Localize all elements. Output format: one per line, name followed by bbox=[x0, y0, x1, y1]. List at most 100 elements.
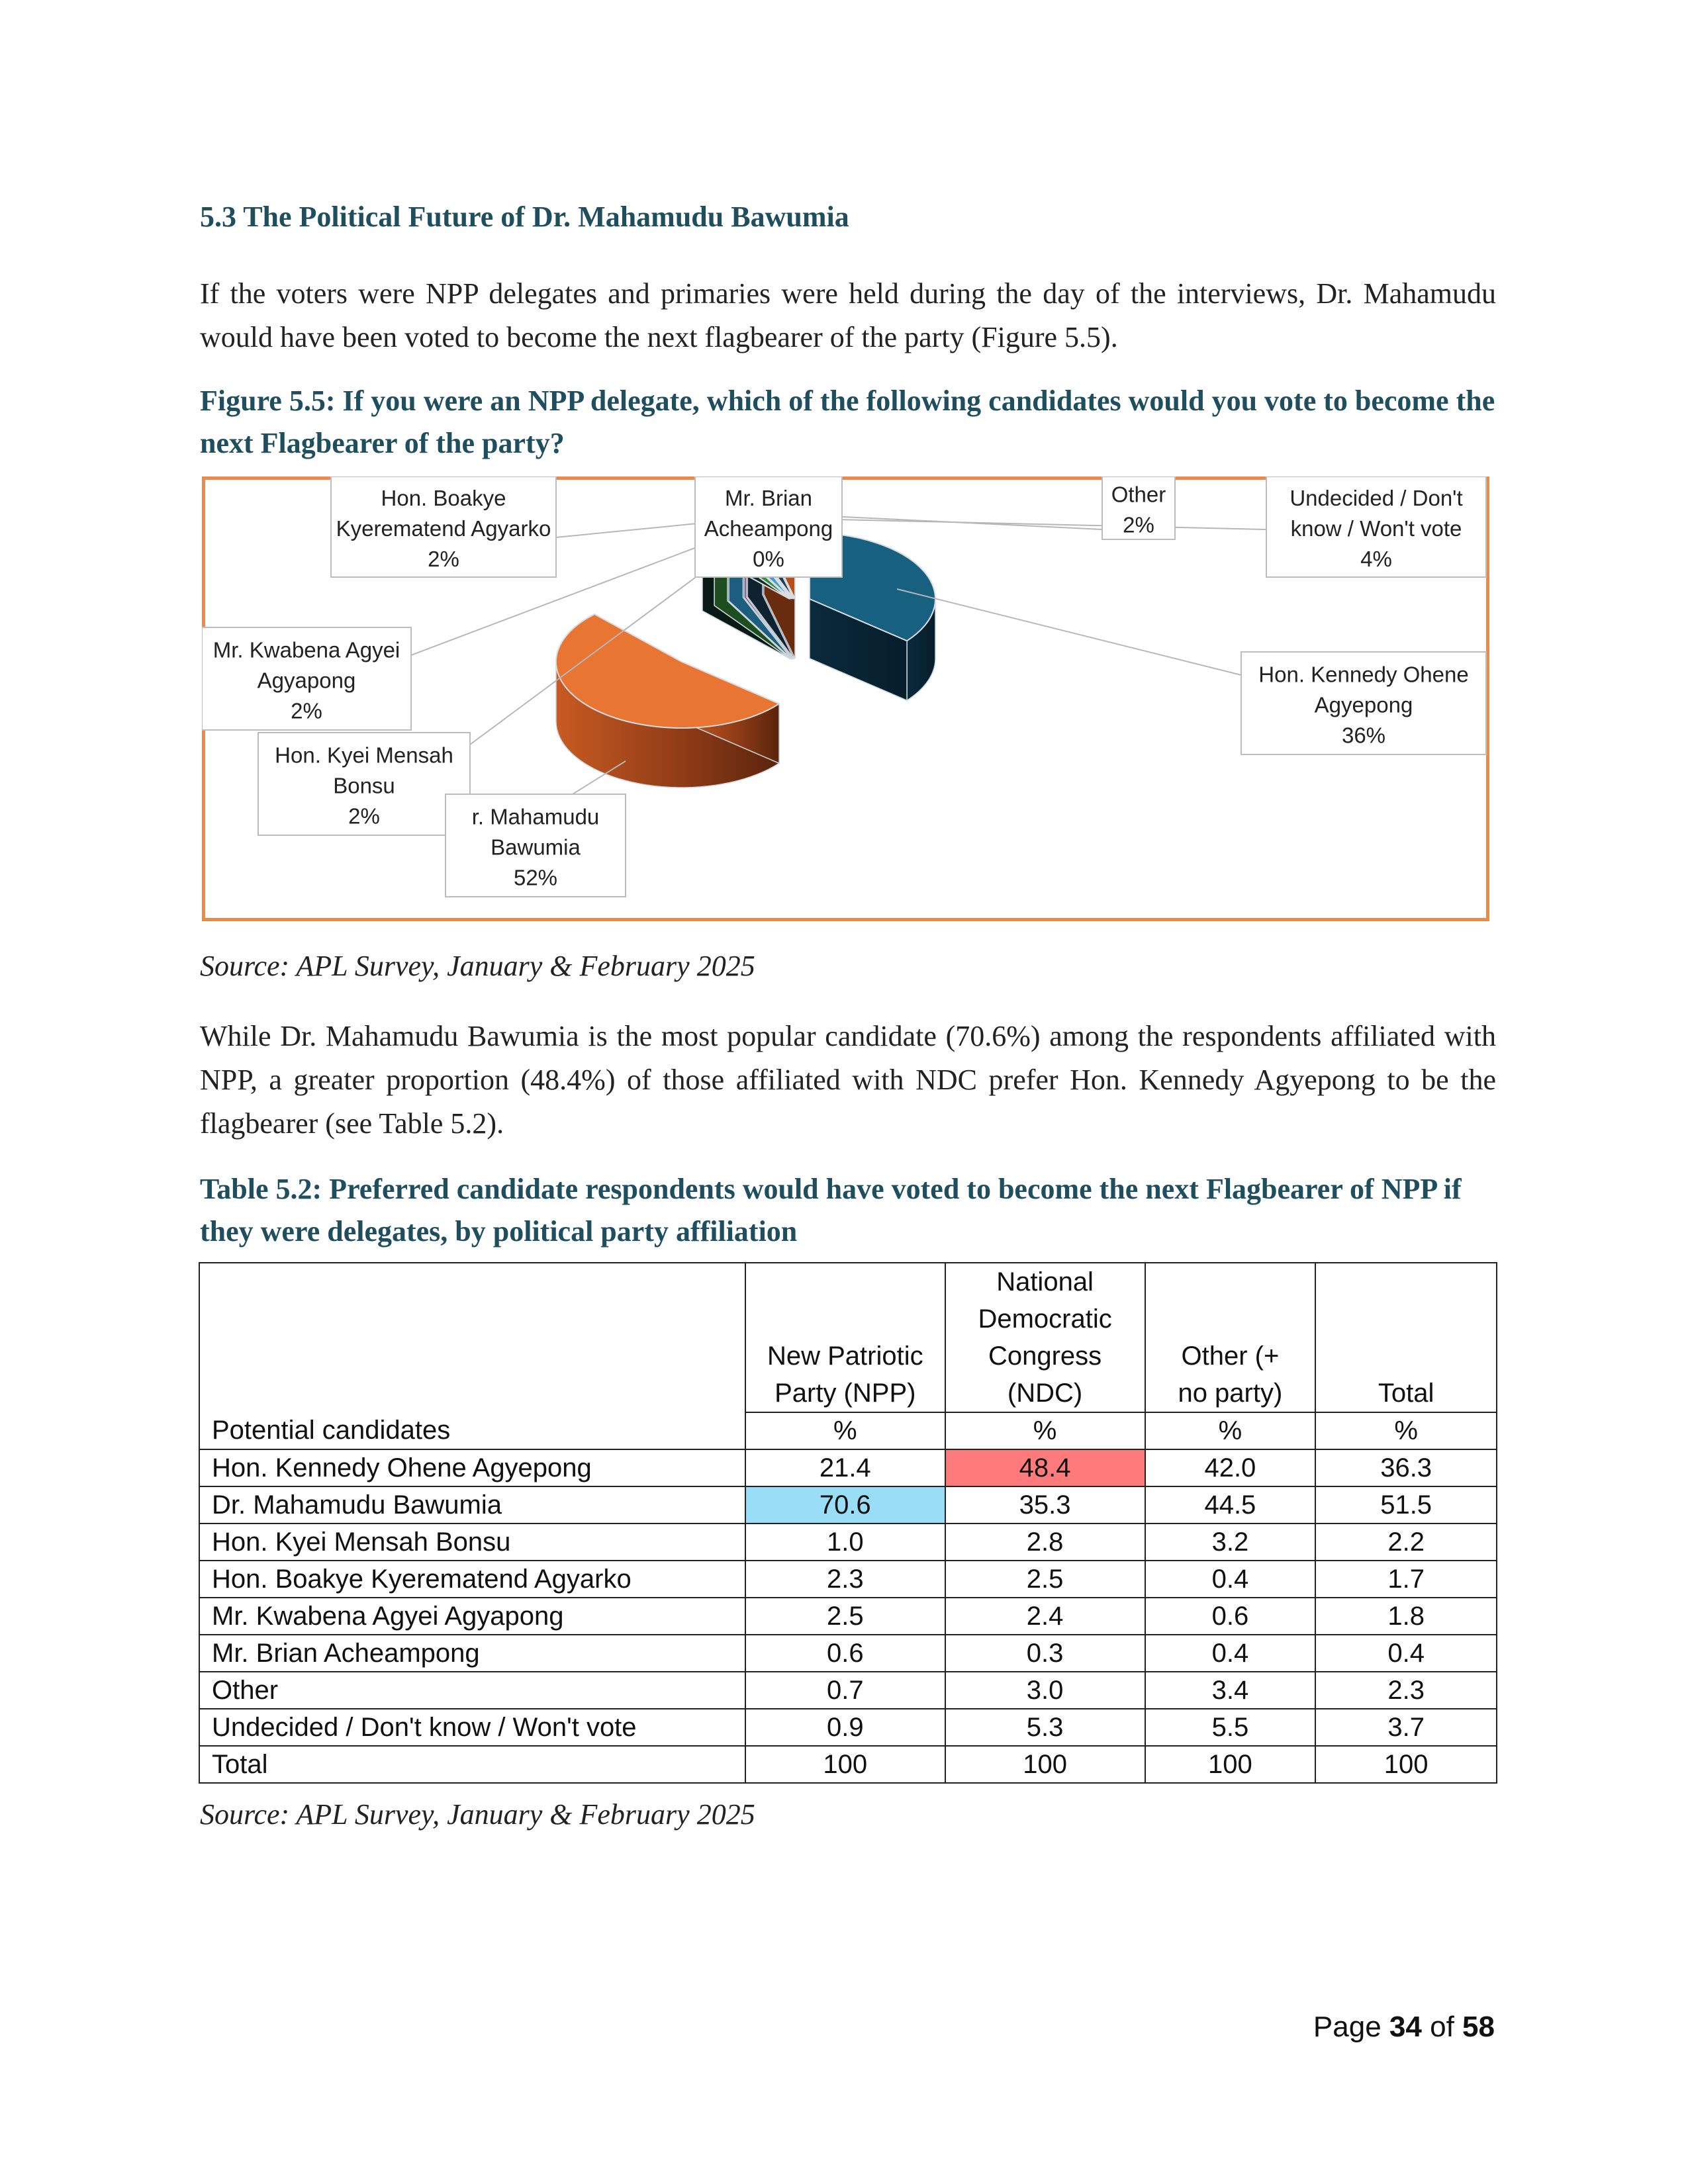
page-number: Page 34 of 58 bbox=[1313, 2011, 1495, 2044]
value-cell: 2.3 bbox=[744, 1560, 946, 1598]
candidate-name: Undecided / Don't know / Won't vote bbox=[199, 1708, 746, 1747]
slice-label-text: Undecided / Don't bbox=[1289, 486, 1462, 510]
value-cell: 3.7 bbox=[1315, 1708, 1497, 1747]
value-cell: 2.3 bbox=[1315, 1671, 1497, 1709]
value-cell: 0.4 bbox=[1144, 1634, 1317, 1672]
figure-caption: Figure 5.5: If you were an NPP delegate,… bbox=[200, 385, 1495, 459]
candidate-name: Other bbox=[199, 1671, 746, 1709]
slice-label-text: 2% bbox=[348, 804, 380, 829]
table-row: Other 0.7 3.0 3.4 2.3 bbox=[199, 1671, 1497, 1709]
table-row: Hon. Kyei Mensah Bonsu 1.0 2.8 3.2 2.2 bbox=[199, 1523, 1497, 1561]
leader-line bbox=[572, 760, 626, 795]
table-header-row: New Patriotic Party (NPP) National Democ… bbox=[199, 1262, 1497, 1413]
slice-label-text: 36% bbox=[1342, 723, 1385, 748]
header-npp: New Patriotic Party (NPP) bbox=[744, 1262, 946, 1413]
page-current: 34 bbox=[1389, 2011, 1422, 2043]
slice-label-text: Bonsu bbox=[333, 774, 395, 798]
candidate-name: Total bbox=[199, 1745, 746, 1784]
unit-cell: % bbox=[1315, 1412, 1497, 1450]
value-cell: 2.4 bbox=[944, 1597, 1146, 1635]
header-total-line: Total bbox=[1378, 1379, 1434, 1408]
header-total: Total bbox=[1315, 1262, 1497, 1413]
value-cell: 5.5 bbox=[1144, 1708, 1317, 1747]
header-ndc-line: (NDC) bbox=[1007, 1379, 1083, 1408]
label-other: Other 2% bbox=[1102, 477, 1176, 540]
slice-label-text: know / Won't vote bbox=[1291, 516, 1462, 541]
label-box bbox=[1266, 477, 1487, 578]
value-cell: 0.4 bbox=[1315, 1634, 1497, 1672]
value-cell: 0.4 bbox=[1144, 1560, 1317, 1598]
label-undecided: Undecided / Don't know / Won't vote 4% bbox=[1266, 477, 1487, 578]
header-other: Other (+ no party) bbox=[1144, 1262, 1317, 1413]
figure-source: Source: APL Survey, January & February 2… bbox=[200, 950, 755, 982]
value-cell: 1.0 bbox=[744, 1523, 946, 1561]
value-cell: 0.9 bbox=[744, 1708, 946, 1747]
slice-label-text: Kyerematend Agyarko bbox=[336, 516, 551, 541]
header-ndc: National Democratic Congress (NDC) bbox=[944, 1262, 1146, 1413]
label-boakye: Hon. Boakye Kyerematend Agyarko 2% bbox=[330, 477, 557, 578]
value-cell: 2.5 bbox=[744, 1597, 946, 1635]
label-kennedy: Hon. Kennedy Ohene Agyepong 36% bbox=[1241, 651, 1487, 755]
candidates-table: New Patriotic Party (NPP) National Democ… bbox=[199, 1262, 1497, 1784]
value-cell: 36.3 bbox=[1315, 1449, 1497, 1487]
table-row: Mr. Kwabena Agyei Agyapong 2.5 2.4 0.6 1… bbox=[199, 1597, 1497, 1635]
value-cell: 0.7 bbox=[744, 1671, 946, 1709]
slice-label-text: 2% bbox=[428, 547, 459, 571]
slice-label-text: Hon. Kyei Mensah bbox=[275, 743, 453, 768]
value-cell-highlight: 70.6 bbox=[744, 1486, 946, 1524]
value-cell: 2.2 bbox=[1315, 1523, 1497, 1561]
header-ndc-line: Democratic bbox=[978, 1304, 1112, 1334]
unit-cell: % bbox=[1144, 1412, 1317, 1450]
slice-label-text: Agyepong bbox=[1315, 693, 1413, 717]
slice-label-text: Acheampong bbox=[704, 516, 833, 541]
unit-cell: % bbox=[744, 1412, 946, 1450]
header-ndc-line: National bbox=[996, 1267, 1094, 1297]
label-brian: Mr. Brian Acheampong 0% bbox=[694, 477, 843, 578]
header-npp-line: New Patriotic bbox=[767, 1342, 923, 1371]
value-cell: 21.4 bbox=[744, 1449, 946, 1487]
header-empty bbox=[199, 1262, 746, 1412]
intro-paragraph: If the voters were NPP delegates and pri… bbox=[200, 277, 1496, 353]
value-cell: 0.6 bbox=[1144, 1597, 1317, 1635]
label-kwabena: Mr. Kwabena Agyei Agyapong 2% bbox=[202, 627, 412, 731]
header-candidates: Potential candidates bbox=[199, 1412, 746, 1450]
value-cell: 100 bbox=[1144, 1745, 1317, 1784]
table-row: Dr. Mahamudu Bawumia 70.6 35.3 44.5 51.5 bbox=[199, 1486, 1497, 1524]
label-box bbox=[258, 732, 471, 836]
label-kyei: Hon. Kyei Mensah Bonsu 2% bbox=[258, 732, 471, 836]
value-cell: 0.6 bbox=[744, 1634, 946, 1672]
table-row: Undecided / Don't know / Won't vote 0.9 … bbox=[199, 1708, 1497, 1747]
slice-label-text: 2% bbox=[1123, 513, 1154, 537]
slice-label-text: Hon. Boakye bbox=[381, 486, 506, 510]
section-title: 5.3 The Political Future of Dr. Mahamudu… bbox=[200, 201, 849, 233]
label-box bbox=[445, 794, 626, 897]
value-cell: 51.5 bbox=[1315, 1486, 1497, 1524]
slice-label-text: 0% bbox=[753, 547, 784, 571]
slice-label-text: Bawumia bbox=[491, 835, 581, 860]
header-other-line: no party) bbox=[1178, 1379, 1283, 1408]
page-total: 58 bbox=[1462, 2011, 1495, 2043]
value-cell: 3.0 bbox=[944, 1671, 1146, 1709]
label-box bbox=[202, 627, 412, 731]
value-cell: 100 bbox=[944, 1745, 1146, 1784]
leader-line bbox=[896, 588, 1242, 676]
value-cell: 2.5 bbox=[944, 1560, 1146, 1598]
table-row: Hon. Boakye Kyerematend Agyarko 2.3 2.5 … bbox=[199, 1560, 1497, 1598]
header-npp-line: Party (NPP) bbox=[774, 1379, 916, 1408]
value-cell: 2.8 bbox=[944, 1523, 1146, 1561]
page-sep: of bbox=[1430, 2011, 1454, 2043]
table-row: Hon. Kennedy Ohene Agyepong 21.4 48.4 42… bbox=[199, 1449, 1497, 1487]
candidate-name: Hon. Kyei Mensah Bonsu bbox=[199, 1523, 746, 1561]
header-other-line: Other (+ bbox=[1181, 1342, 1280, 1371]
value-cell: 1.7 bbox=[1315, 1560, 1497, 1598]
label-box bbox=[694, 477, 843, 578]
slice-label-text: r. Mahamudu bbox=[472, 805, 600, 829]
label-box bbox=[1102, 477, 1176, 540]
pie-slice bbox=[555, 613, 781, 729]
value-cell: 35.3 bbox=[944, 1486, 1146, 1524]
table-row-total: Total 100 100 100 100 bbox=[199, 1745, 1497, 1784]
table-unit-row: Potential candidates % % % % bbox=[199, 1412, 1497, 1450]
slice-label-text: 52% bbox=[514, 866, 557, 890]
value-cell: 3.4 bbox=[1144, 1671, 1317, 1709]
slice-label-text: 2% bbox=[291, 699, 322, 723]
